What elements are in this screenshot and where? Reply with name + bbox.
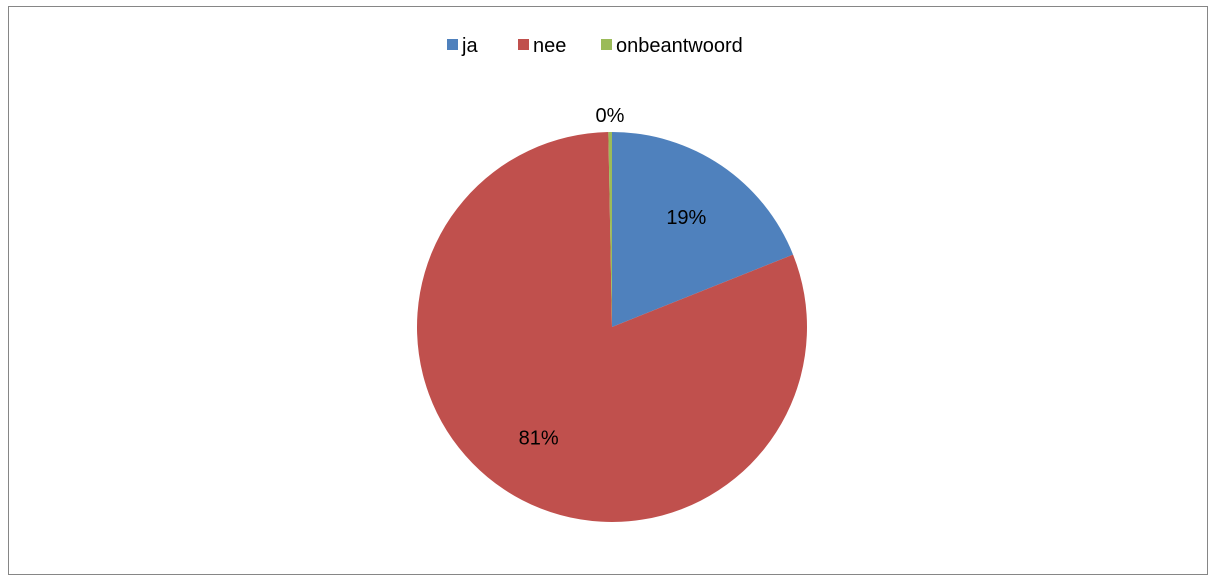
- legend: ja nee onbeantwoord: [447, 35, 743, 57]
- data-label-ja: 19%: [666, 207, 706, 229]
- pie-slices: [417, 132, 807, 523]
- legend-swatch-onbeantwoord: [601, 39, 612, 50]
- pie-slice-ja: [612, 132, 794, 327]
- data-labels: 19% 81% 0%: [519, 105, 707, 449]
- legend-label-ja: ja: [461, 35, 478, 57]
- pie-slice-nee: [417, 132, 807, 523]
- legend-swatch-nee: [518, 39, 529, 50]
- data-label-nee: 81%: [519, 427, 559, 449]
- data-label-onbeantwoord: 0%: [596, 105, 625, 127]
- legend-label-nee: nee: [533, 35, 566, 57]
- legend-swatch-ja: [447, 39, 458, 50]
- pie-slice-onbeantwoord: [608, 132, 612, 327]
- legend-label-onbeantwoord: onbeantwoord: [616, 35, 743, 57]
